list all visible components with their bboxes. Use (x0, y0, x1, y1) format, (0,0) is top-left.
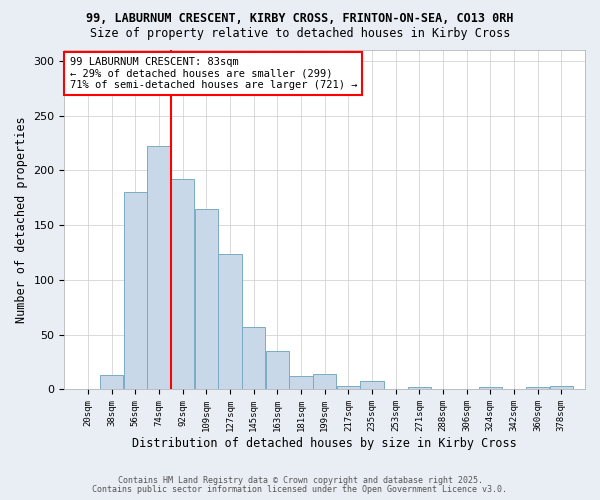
Bar (361, 380, 383, 390)
Bar (195, 209, 218, 390)
Bar (526, 388, 549, 390)
Bar (100, 375, 124, 390)
Text: Contains public sector information licensed under the Open Government Licence v3: Contains public sector information licen… (92, 485, 508, 494)
Bar (313, 374, 336, 390)
Bar (266, 351, 289, 390)
Bar (550, 386, 573, 390)
Bar (124, 192, 147, 390)
X-axis label: Distribution of detached houses by size in Kirby Cross: Distribution of detached houses by size … (133, 437, 517, 450)
Bar (479, 388, 502, 390)
Y-axis label: Number of detached properties: Number of detached properties (15, 116, 28, 323)
Text: Contains HM Land Registry data © Crown copyright and database right 2025.: Contains HM Land Registry data © Crown c… (118, 476, 482, 485)
Text: Size of property relative to detached houses in Kirby Cross: Size of property relative to detached ho… (90, 28, 510, 40)
Bar (337, 386, 360, 390)
Bar (408, 388, 431, 390)
Text: 99 LABURNUM CRESCENT: 83sqm
← 29% of detached houses are smaller (299)
71% of se: 99 LABURNUM CRESCENT: 83sqm ← 29% of det… (70, 57, 357, 90)
Bar (289, 376, 313, 390)
Text: 99, LABURNUM CRESCENT, KIRBY CROSS, FRINTON-ON-SEA, CO13 0RH: 99, LABURNUM CRESCENT, KIRBY CROSS, FRIN… (86, 12, 514, 26)
Bar (148, 146, 170, 390)
Bar (218, 254, 242, 390)
Bar (242, 327, 265, 390)
Bar (171, 179, 194, 390)
